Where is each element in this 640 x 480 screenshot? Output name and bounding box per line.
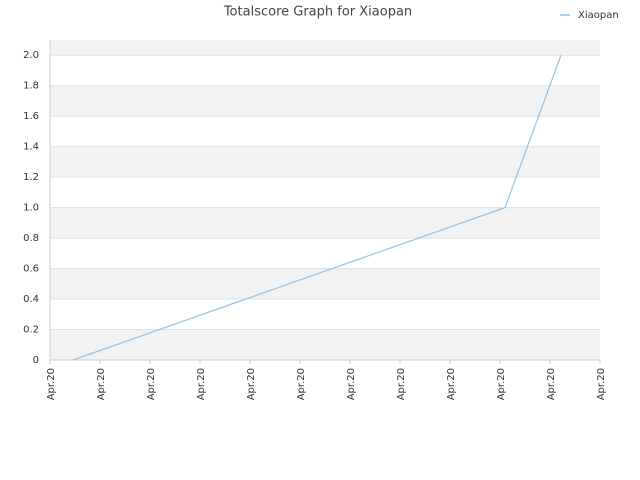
grid-band [50, 40, 600, 56]
y-tick-label: 1.6 [23, 111, 39, 122]
x-tick-label: Apr.20 [146, 368, 157, 400]
y-tick-label: 1.8 [23, 81, 39, 92]
grid-band [50, 85, 600, 117]
x-tick-label: Apr.20 [346, 368, 357, 400]
grid-band [50, 207, 600, 239]
grid-band [50, 116, 600, 147]
grid-band [50, 146, 600, 178]
grid-band [50, 55, 600, 86]
grid-band [50, 177, 600, 208]
y-tick-label: 1.2 [23, 172, 39, 183]
y-tick-label: 0.6 [23, 264, 39, 275]
grid-band [50, 238, 600, 269]
chart-title: Totalscore Graph for Xiaopan [223, 5, 412, 20]
y-tick-label: 1.4 [23, 142, 39, 153]
y-tick-label: 2.0 [23, 50, 39, 61]
x-tick-label: Apr.20 [596, 368, 607, 400]
x-tick-label: Apr.20 [446, 368, 457, 400]
x-tick-label: Apr.20 [46, 368, 57, 400]
y-tick-label: 0.4 [23, 294, 39, 305]
y-tick-label: 0.8 [23, 233, 39, 244]
grid-band [50, 299, 600, 330]
x-tick-label: Apr.20 [496, 368, 507, 400]
x-tick-label: Apr.20 [546, 368, 557, 400]
legend-label: Xiaopan [578, 10, 619, 21]
x-tick-label: Apr.20 [196, 368, 207, 400]
x-tick-label: Apr.20 [246, 368, 257, 400]
grid-band [50, 329, 600, 360]
x-tick-label: Apr.20 [296, 368, 307, 400]
y-tick-label: 0.2 [23, 325, 39, 336]
grid-band [50, 268, 600, 300]
y-tick-label: 1.0 [23, 203, 39, 214]
x-tick-label: Apr.20 [96, 368, 107, 400]
y-tick-label: 0 [33, 355, 39, 366]
x-tick-label: Apr.20 [396, 368, 407, 400]
series-line [72, 55, 562, 361]
